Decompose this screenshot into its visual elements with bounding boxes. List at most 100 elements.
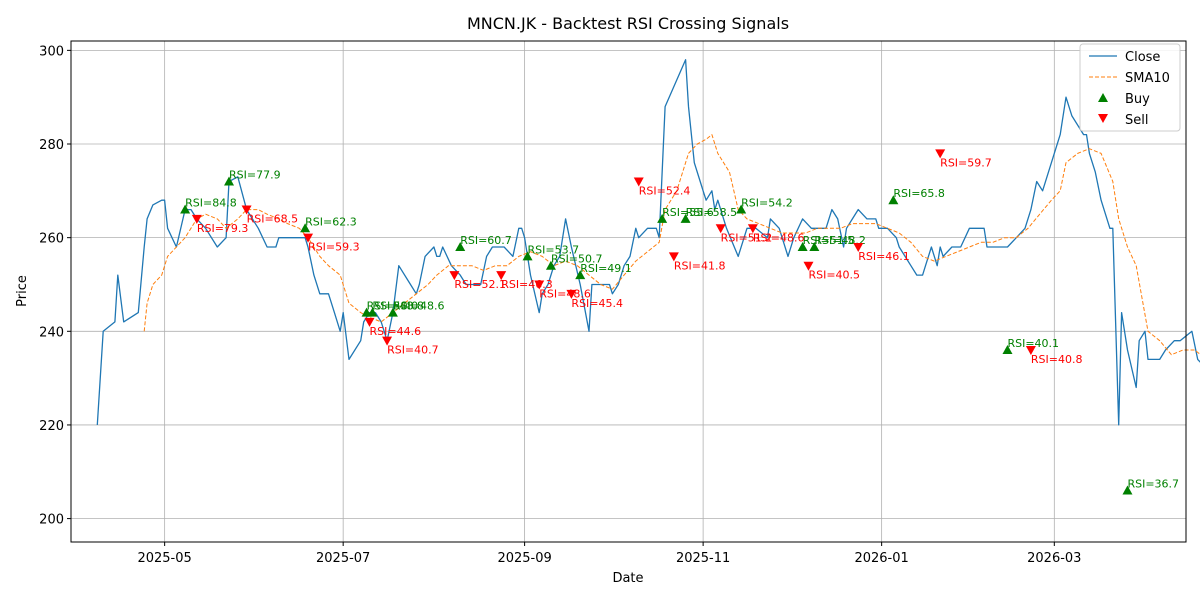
sell-marker <box>935 149 946 159</box>
buy-marker <box>657 213 668 223</box>
buy-rsi-label: RSI=60.7 <box>460 234 512 247</box>
buy-marker <box>224 176 235 186</box>
buy-rsi-label: RSI=49.1 <box>580 262 632 275</box>
buy-marker <box>1002 345 1013 355</box>
buy-marker <box>797 242 808 252</box>
grid <box>71 41 1186 542</box>
buy-marker <box>180 204 191 214</box>
x-tick-label: 2026-01 <box>854 551 908 566</box>
buy-rsi-label: RSI=54.2 <box>741 197 793 210</box>
legend-box <box>1079 43 1181 132</box>
buy-rsi-label: RSI=53.7 <box>528 243 580 256</box>
y-tick-label: 280 <box>39 138 64 153</box>
sell-marker <box>803 261 814 271</box>
buy-rsi-label: RSI=36.7 <box>1127 477 1179 490</box>
buy-rsi-label: RSI=84.8 <box>185 197 237 210</box>
y-axis-title: Price <box>15 275 30 307</box>
sell-marker <box>747 224 758 234</box>
legend-sell-label: Sell <box>1125 113 1148 128</box>
sell-marker <box>241 205 252 215</box>
x-axis: 2025-05 2025-07 2025-09 2025-11 2026-01 2026-… <box>137 542 1081 566</box>
legend-sell-marker <box>1098 114 1108 123</box>
y-axis: 200 220 240 260 280 300 <box>39 44 71 528</box>
plot-frame <box>70 40 1187 543</box>
buy-rsi-label: RSI=50.0 <box>367 300 419 313</box>
sell-marker <box>633 177 644 187</box>
sell-rsi-label: RSI=51.2 <box>721 231 773 244</box>
y-tick-label: 240 <box>39 325 64 340</box>
buy-marker <box>455 242 466 252</box>
sell-rsi-label: RSI=48.6 <box>753 231 805 244</box>
legend-buy-label: Buy <box>1125 92 1150 107</box>
y-tick-label: 220 <box>39 419 64 434</box>
legend: Close SMA10 Buy Sell <box>1079 43 1181 132</box>
close-line <box>96 59 1200 426</box>
sell-marker <box>668 252 679 262</box>
series-lines <box>96 59 1200 426</box>
sell-rsi-label: RSI=52.1 <box>454 278 506 291</box>
buy-marker <box>387 307 398 317</box>
buy-marker <box>575 270 586 280</box>
x-tick-label: 2025-07 <box>316 551 370 566</box>
chart-title: MNCN.JK - Backtest RSI Crossing Signals <box>467 14 789 33</box>
sell-marker <box>303 233 314 243</box>
legend-sma-label: SMA10 <box>1125 71 1170 86</box>
sell-rsi-label: RSI=40.8 <box>1031 353 1083 366</box>
x-tick-label: 2026-03 <box>1027 551 1081 566</box>
buy-marker <box>888 195 899 205</box>
sell-rsi-label: RSI=45.4 <box>571 297 623 310</box>
x-tick-label: 2025-11 <box>676 551 730 566</box>
buy-marker <box>680 213 691 223</box>
sell-rsi-label: RSI=40.5 <box>808 269 860 282</box>
sell-rsi-label: RSI=59.7 <box>940 156 992 169</box>
buy-marker <box>1122 485 1133 495</box>
buy-rsi-label: RSI=40.1 <box>1007 337 1059 350</box>
sell-marker <box>1025 346 1036 356</box>
sell-marker <box>715 224 726 234</box>
sell-marker <box>364 317 375 327</box>
y-tick-label: 200 <box>39 513 64 528</box>
y-tick-label: 300 <box>39 44 64 59</box>
buy-marker <box>522 251 533 261</box>
sell-marker <box>191 214 202 224</box>
x-tick-label: 2025-05 <box>137 551 191 566</box>
x-tick-label: 2025-09 <box>497 551 551 566</box>
buy-marker <box>736 204 747 214</box>
sell-rsi-label: RSI=40.7 <box>387 344 439 357</box>
sell-marker <box>853 243 864 253</box>
buy-rsi-label: RSI=48.8 <box>372 300 424 313</box>
buy-rsi-label: RSI=48.2 <box>814 234 866 247</box>
plot-background <box>71 41 1186 542</box>
sell-marker <box>496 271 507 281</box>
plot-area: RSI=84.8 RSI=79.3 RSI=77.9 RSI=68.5 RSI=62.3… <box>70 40 1200 543</box>
sell-marker <box>566 289 577 299</box>
sell-rsi-label: RSI=68.5 <box>247 213 299 226</box>
sell-rsi-label: RSI=41.8 <box>674 259 726 272</box>
buy-rsi-label: RSI=55.6 <box>662 206 714 219</box>
buy-rsi-label: RSI=62.3 <box>305 215 357 228</box>
buy-rsi-label: RSI=50.7 <box>551 253 603 266</box>
sell-rsi-label: RSI=44.6 <box>370 325 422 338</box>
y-tick-label: 260 <box>39 232 64 247</box>
buy-rsi-label: RSI=65.8 <box>893 187 945 200</box>
sell-rsi-label: RSI=59.3 <box>308 241 360 254</box>
signal-markers: RSI=84.8 RSI=79.3 RSI=77.9 RSI=68.5 RSI=62.3… <box>180 149 1179 495</box>
x-axis-title: Date <box>612 571 643 586</box>
sell-rsi-label: RSI=79.3 <box>197 222 249 235</box>
sell-rsi-label: RSI=48.6 <box>539 287 591 300</box>
sell-marker <box>534 280 545 290</box>
sell-marker <box>382 336 393 346</box>
legend-buy-marker <box>1098 93 1108 102</box>
buy-rsi-label: RSI=51.5 <box>803 234 855 247</box>
buy-marker <box>300 223 311 233</box>
sma10-line <box>143 134 1200 356</box>
sell-rsi-label: RSI=52.4 <box>639 184 691 197</box>
buy-rsi-label: RSI=77.9 <box>229 168 281 181</box>
sell-rsi-label: RSI=46.1 <box>858 250 910 263</box>
sell-marker <box>449 271 460 281</box>
buy-rsi-label: RSI=58.5 <box>686 206 738 219</box>
buy-rsi-label: RSI=48.6 <box>393 300 445 313</box>
buy-marker <box>367 307 378 317</box>
legend-close-label: Close <box>1125 50 1160 65</box>
